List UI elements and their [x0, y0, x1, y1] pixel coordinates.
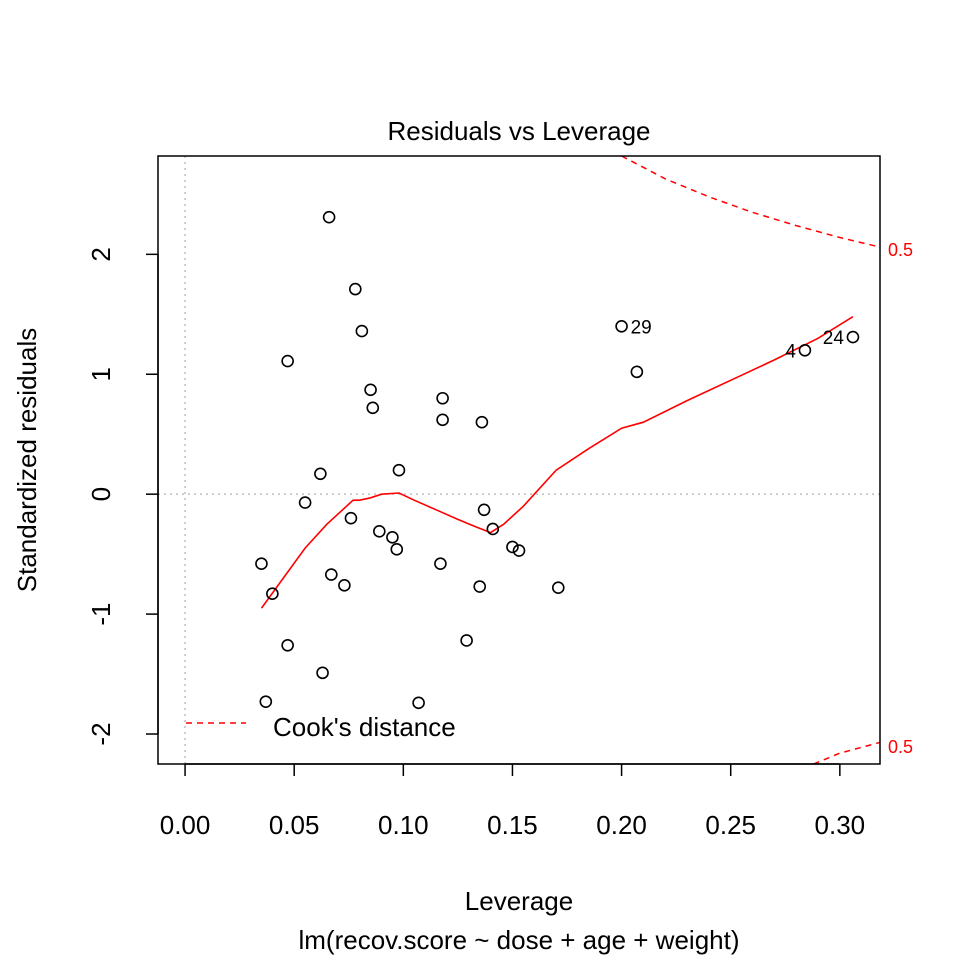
data-point — [298, 496, 312, 509]
data-point — [475, 415, 489, 429]
data-points — [255, 210, 860, 710]
reference-lines — [158, 156, 880, 764]
data-point — [390, 543, 404, 556]
x-tick-label: 0.20 — [596, 810, 647, 840]
data-point — [281, 354, 294, 368]
data-point — [436, 391, 449, 405]
data-point — [630, 365, 644, 379]
point-labels: 29 4 24 — [631, 317, 845, 362]
data-point — [364, 383, 377, 397]
data-point — [436, 413, 449, 427]
smooth-line — [260, 316, 854, 609]
cooks-contour-label-lower: 0.5 — [888, 737, 913, 757]
chart-title: Residuals vs Leverage — [387, 116, 650, 146]
data-point — [506, 540, 519, 554]
y-tick-label: -1 — [86, 603, 116, 626]
x-axis: 0.00 0.05 0.10 0.15 0.20 0.25 0.30 — [160, 763, 866, 840]
legend: Cook's distance — [186, 712, 456, 742]
x-axis-label: Leverage — [465, 886, 573, 916]
data-point — [615, 319, 628, 333]
data-point — [512, 544, 526, 557]
data-point — [386, 531, 399, 544]
point-label: 4 — [785, 341, 796, 362]
x-tick-label: 0.15 — [487, 810, 538, 840]
data-point — [266, 587, 279, 601]
legend-label: Cook's distance — [273, 712, 456, 742]
y-tick-label: 2 — [86, 247, 116, 261]
data-point — [349, 282, 362, 296]
data-point — [355, 324, 369, 338]
point-label: 29 — [631, 317, 652, 338]
y-axis: -2 -1 0 1 2 — [86, 247, 159, 746]
data-point — [314, 467, 327, 481]
x-tick-label: 0.30 — [815, 810, 866, 840]
x-tick-label: 0.10 — [378, 810, 429, 840]
y-tick-label: 0 — [86, 487, 116, 501]
data-point — [846, 330, 860, 344]
data-point — [412, 696, 425, 710]
data-point — [392, 463, 406, 477]
data-point — [460, 634, 473, 647]
data-point — [322, 210, 336, 224]
point-label: 24 — [823, 328, 845, 349]
x-tick-label: 0.00 — [160, 810, 211, 840]
data-point — [486, 522, 500, 536]
data-point — [324, 568, 338, 581]
cooks-contour-lower — [813, 741, 881, 765]
y-axis-label: Standardized residuals — [12, 328, 42, 593]
x-axis-sublabel: lm(recov.score ~ dose + age + weight) — [298, 925, 739, 955]
x-tick-label: 0.05 — [269, 810, 320, 840]
data-point — [281, 638, 294, 652]
plot-frame — [157, 155, 881, 765]
data-point — [316, 666, 329, 680]
data-point — [798, 343, 812, 357]
x-tick-label: 0.25 — [705, 810, 756, 840]
data-point — [477, 503, 491, 517]
data-point — [551, 581, 565, 595]
data-point — [344, 511, 358, 525]
y-tick-label: -2 — [86, 722, 116, 745]
data-point — [434, 557, 447, 571]
data-point — [338, 579, 351, 592]
cooks-distance-contours — [621, 155, 881, 765]
data-point — [259, 695, 273, 708]
data-point — [373, 525, 386, 538]
cooks-contour-upper — [621, 155, 881, 248]
cooks-contour-label-upper: 0.5 — [888, 240, 913, 260]
smooth-line-path — [260, 316, 854, 609]
data-point — [255, 557, 268, 571]
data-point — [473, 580, 487, 593]
y-tick-label: 1 — [86, 367, 116, 381]
data-point — [366, 401, 380, 415]
